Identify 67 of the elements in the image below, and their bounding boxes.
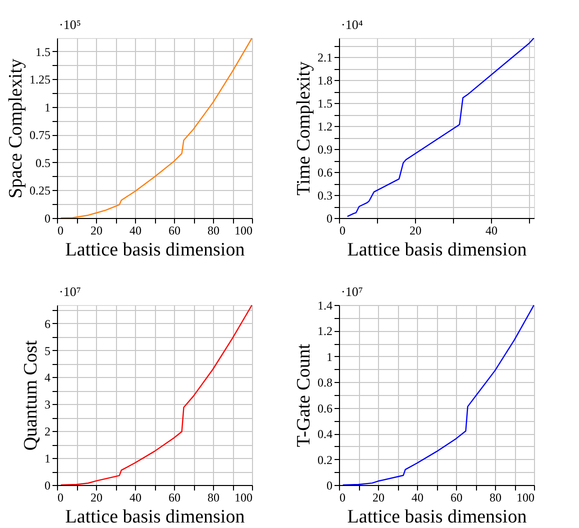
x-axis-title: Lattice basis dimension	[347, 240, 528, 260]
x-tick-label: 80	[208, 490, 220, 504]
y-tick-label: 0.5	[36, 156, 50, 170]
y-tick-label: 4	[44, 370, 50, 385]
y-tick-label: 1	[326, 350, 332, 364]
y-tick-label: 2	[44, 424, 50, 439]
y-tick-label: 0.6	[318, 401, 332, 416]
x-tick-label: 100	[516, 490, 534, 504]
y-tick-label: 1.2	[318, 324, 332, 338]
text: ·10⁷	[341, 284, 363, 299]
x-tick-label: 40	[130, 224, 142, 238]
x-tick-label: 80	[208, 224, 220, 238]
x-tick-label: 20	[372, 490, 384, 504]
x-tick-label: 40	[486, 224, 498, 238]
y-tick-label: 1.25	[30, 72, 50, 87]
y-tick-label: 0.6	[318, 166, 332, 180]
y-tick-label: 1	[44, 452, 50, 466]
y-tick-label: 1.5	[36, 44, 50, 59]
y-tick-label: 0	[44, 212, 50, 226]
y-tick-label: 5	[44, 344, 50, 358]
x-tick-label: 80	[490, 490, 502, 504]
y-tick-label: 2.1	[318, 50, 332, 65]
y-axis-title: Time Complexity	[294, 61, 314, 196]
x-axis-title: Lattice basis dimension	[347, 506, 528, 528]
x-tick-label: 40	[412, 490, 424, 504]
x-tick-label: 0	[340, 490, 346, 504]
x-tick-label: 100	[234, 224, 252, 238]
y-tick-label: 0.4	[318, 427, 332, 442]
x-tick-label: 20	[90, 224, 102, 238]
y-axis-title: Space Complexity	[6, 58, 26, 198]
y-tick-label: 1.8	[318, 74, 332, 88]
y-tick-label: 6	[44, 316, 50, 331]
line-series	[342, 305, 534, 485]
x-tick-label: 0	[58, 490, 64, 504]
x-tick-label: 40	[130, 490, 142, 504]
y-axis-title: Quantum Cost	[20, 340, 42, 451]
y-axis-title: T-Gate Count	[294, 343, 314, 448]
x-tick-label: 20	[410, 224, 422, 238]
x-axis-title: Lattice basis dimension	[65, 240, 246, 260]
y-tick-label: 0	[326, 212, 332, 226]
text: ·10⁵	[59, 17, 81, 32]
y-tick-label: 0.75	[30, 128, 50, 142]
y-tick-label: 0.8	[318, 376, 332, 390]
line-series	[60, 38, 252, 218]
x-tick-label: 60	[450, 490, 462, 504]
y-tick-label: 3	[44, 398, 50, 412]
x-tick-label: 20	[90, 490, 102, 504]
x-tick-label: 0	[340, 224, 346, 238]
y-tick-label: 1.2	[318, 120, 332, 134]
x-tick-label: 0	[58, 224, 64, 238]
x-tick-label: 60	[168, 490, 180, 504]
text: ·10⁷	[59, 284, 81, 299]
y-tick-label: 1	[44, 100, 50, 114]
y-tick-label: 0.9	[318, 142, 332, 157]
x-tick-label: 60	[168, 224, 180, 238]
y-tick-label: 0.2	[318, 452, 332, 467]
y-tick-label: 0.25	[30, 184, 50, 198]
x-tick-label: 100	[234, 490, 252, 504]
x-axis-title: Lattice basis dimension	[65, 506, 246, 528]
y-tick-label: 0	[326, 478, 332, 492]
y-tick-label: 1.4	[318, 298, 332, 312]
y-tick-label: 0.3	[318, 188, 332, 203]
y-tick-label: 0	[44, 478, 50, 492]
text: ·10⁴	[341, 17, 364, 32]
line-series	[346, 38, 534, 218]
line-series	[60, 305, 252, 485]
y-tick-label: 1.5	[318, 96, 332, 111]
